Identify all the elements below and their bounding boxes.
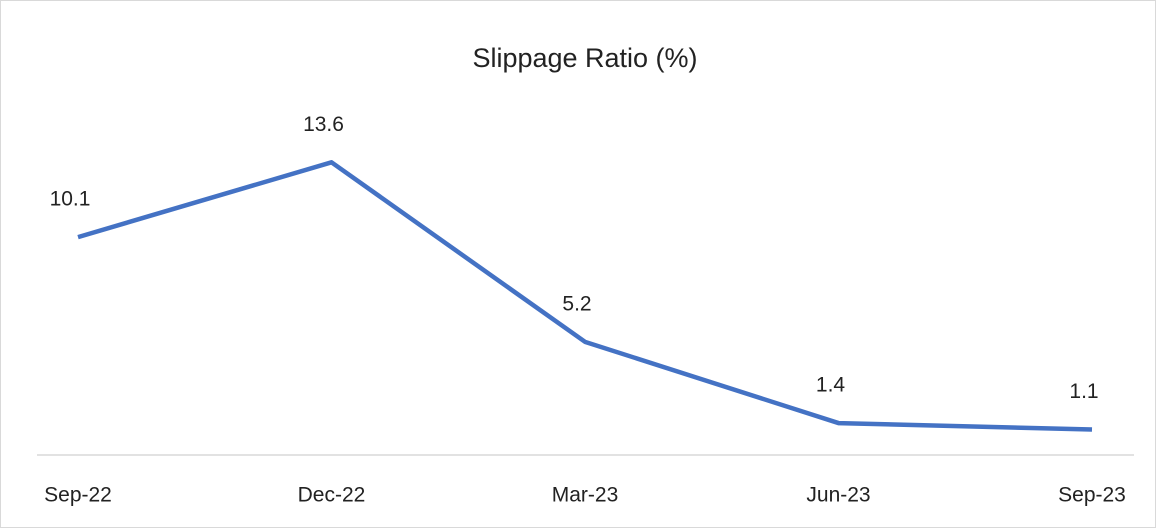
x-tick-label: Jun-23 [806, 484, 870, 507]
data-label: 1.4 [816, 374, 846, 397]
x-tick-label: Mar-23 [552, 484, 619, 507]
x-tick-label: Dec-22 [298, 484, 366, 507]
chart-title: Slippage Ratio (%) [472, 43, 697, 73]
data-label: 1.1 [1069, 380, 1098, 403]
data-label: 10.1 [50, 188, 91, 211]
x-tick-label: Sep-23 [1058, 484, 1126, 507]
x-tick-label: Sep-22 [44, 484, 112, 507]
data-label: 13.6 [303, 113, 344, 136]
data-label: 5.2 [562, 292, 591, 315]
line [77, 160, 1093, 432]
